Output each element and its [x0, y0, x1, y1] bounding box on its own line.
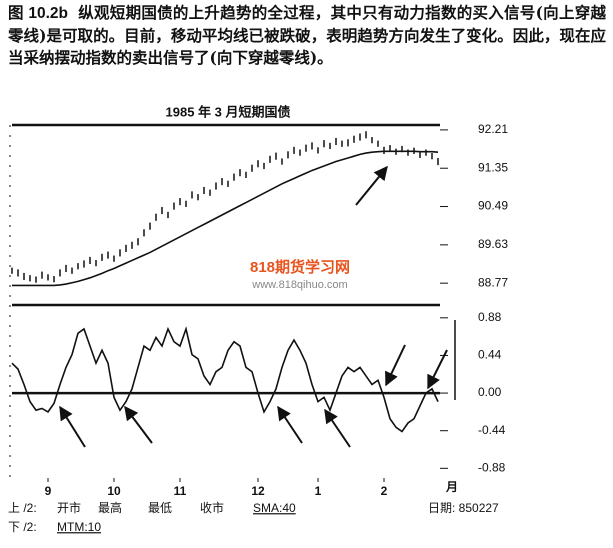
- sma-line: [12, 150, 439, 287]
- y-tick-label: 88.77: [478, 275, 508, 289]
- y-tick-label: 92.21: [478, 122, 508, 136]
- y-tick-label: -0.44: [478, 423, 506, 437]
- footer-item: 最高: [98, 500, 122, 515]
- y-tick-label: 89.63: [478, 237, 508, 251]
- arrow: [427, 349, 448, 390]
- footer-item: 最低: [148, 501, 172, 515]
- x-axis-unit: 月: [445, 480, 458, 494]
- footer-date: 日期: 850227: [428, 501, 499, 515]
- arrow: [277, 405, 303, 444]
- y-tick-label: 0.88: [478, 310, 502, 324]
- caption: 图 10.2b 纵观短期国债的上升趋势的全过程，其中只有动力指数的买入信号(向上穿…: [8, 2, 606, 69]
- x-tick-label: 12: [251, 484, 265, 498]
- watermark: 818期货学习网: [250, 258, 350, 276]
- caption-text: 纵观短期国债的上升趋势的全过程，其中只有动力指数的买入信号(向上穿越零线)是可取…: [8, 3, 606, 67]
- y-tick-label: 0.00: [478, 385, 502, 399]
- x-tick-label: 9: [45, 484, 52, 498]
- arrow: [124, 405, 153, 444]
- footer-item: 上 /2:: [8, 501, 37, 515]
- footer-item: 收市: [200, 500, 224, 515]
- arrows: [59, 165, 448, 448]
- caption-label: 图 10.2b: [8, 5, 68, 22]
- y-tick-label: 0.44: [478, 348, 502, 362]
- arrow: [59, 405, 86, 448]
- y-tick-label: 90.49: [478, 199, 508, 213]
- x-tick-label: 11: [174, 484, 187, 498]
- arrow: [355, 165, 388, 206]
- footer-item: 下 /2:: [8, 520, 37, 534]
- y-tick-label: -0.88: [478, 460, 506, 474]
- x-tick-label: 1: [315, 484, 322, 498]
- y-tick-label: 91.35: [478, 160, 508, 174]
- arrow: [385, 344, 406, 387]
- x-tick-label: 2: [381, 484, 388, 498]
- footer-item: SMA:40: [253, 501, 296, 515]
- footer-item: 开市: [57, 500, 81, 515]
- momentum-line: [11, 326, 439, 433]
- footer-item: MTM:10: [57, 520, 101, 534]
- watermark-url: www.818qihuo.com: [251, 279, 347, 291]
- chart-title: 1985 年 3 月短期国债: [166, 104, 291, 119]
- arrow: [324, 408, 351, 448]
- x-tick-label: 10: [107, 484, 121, 498]
